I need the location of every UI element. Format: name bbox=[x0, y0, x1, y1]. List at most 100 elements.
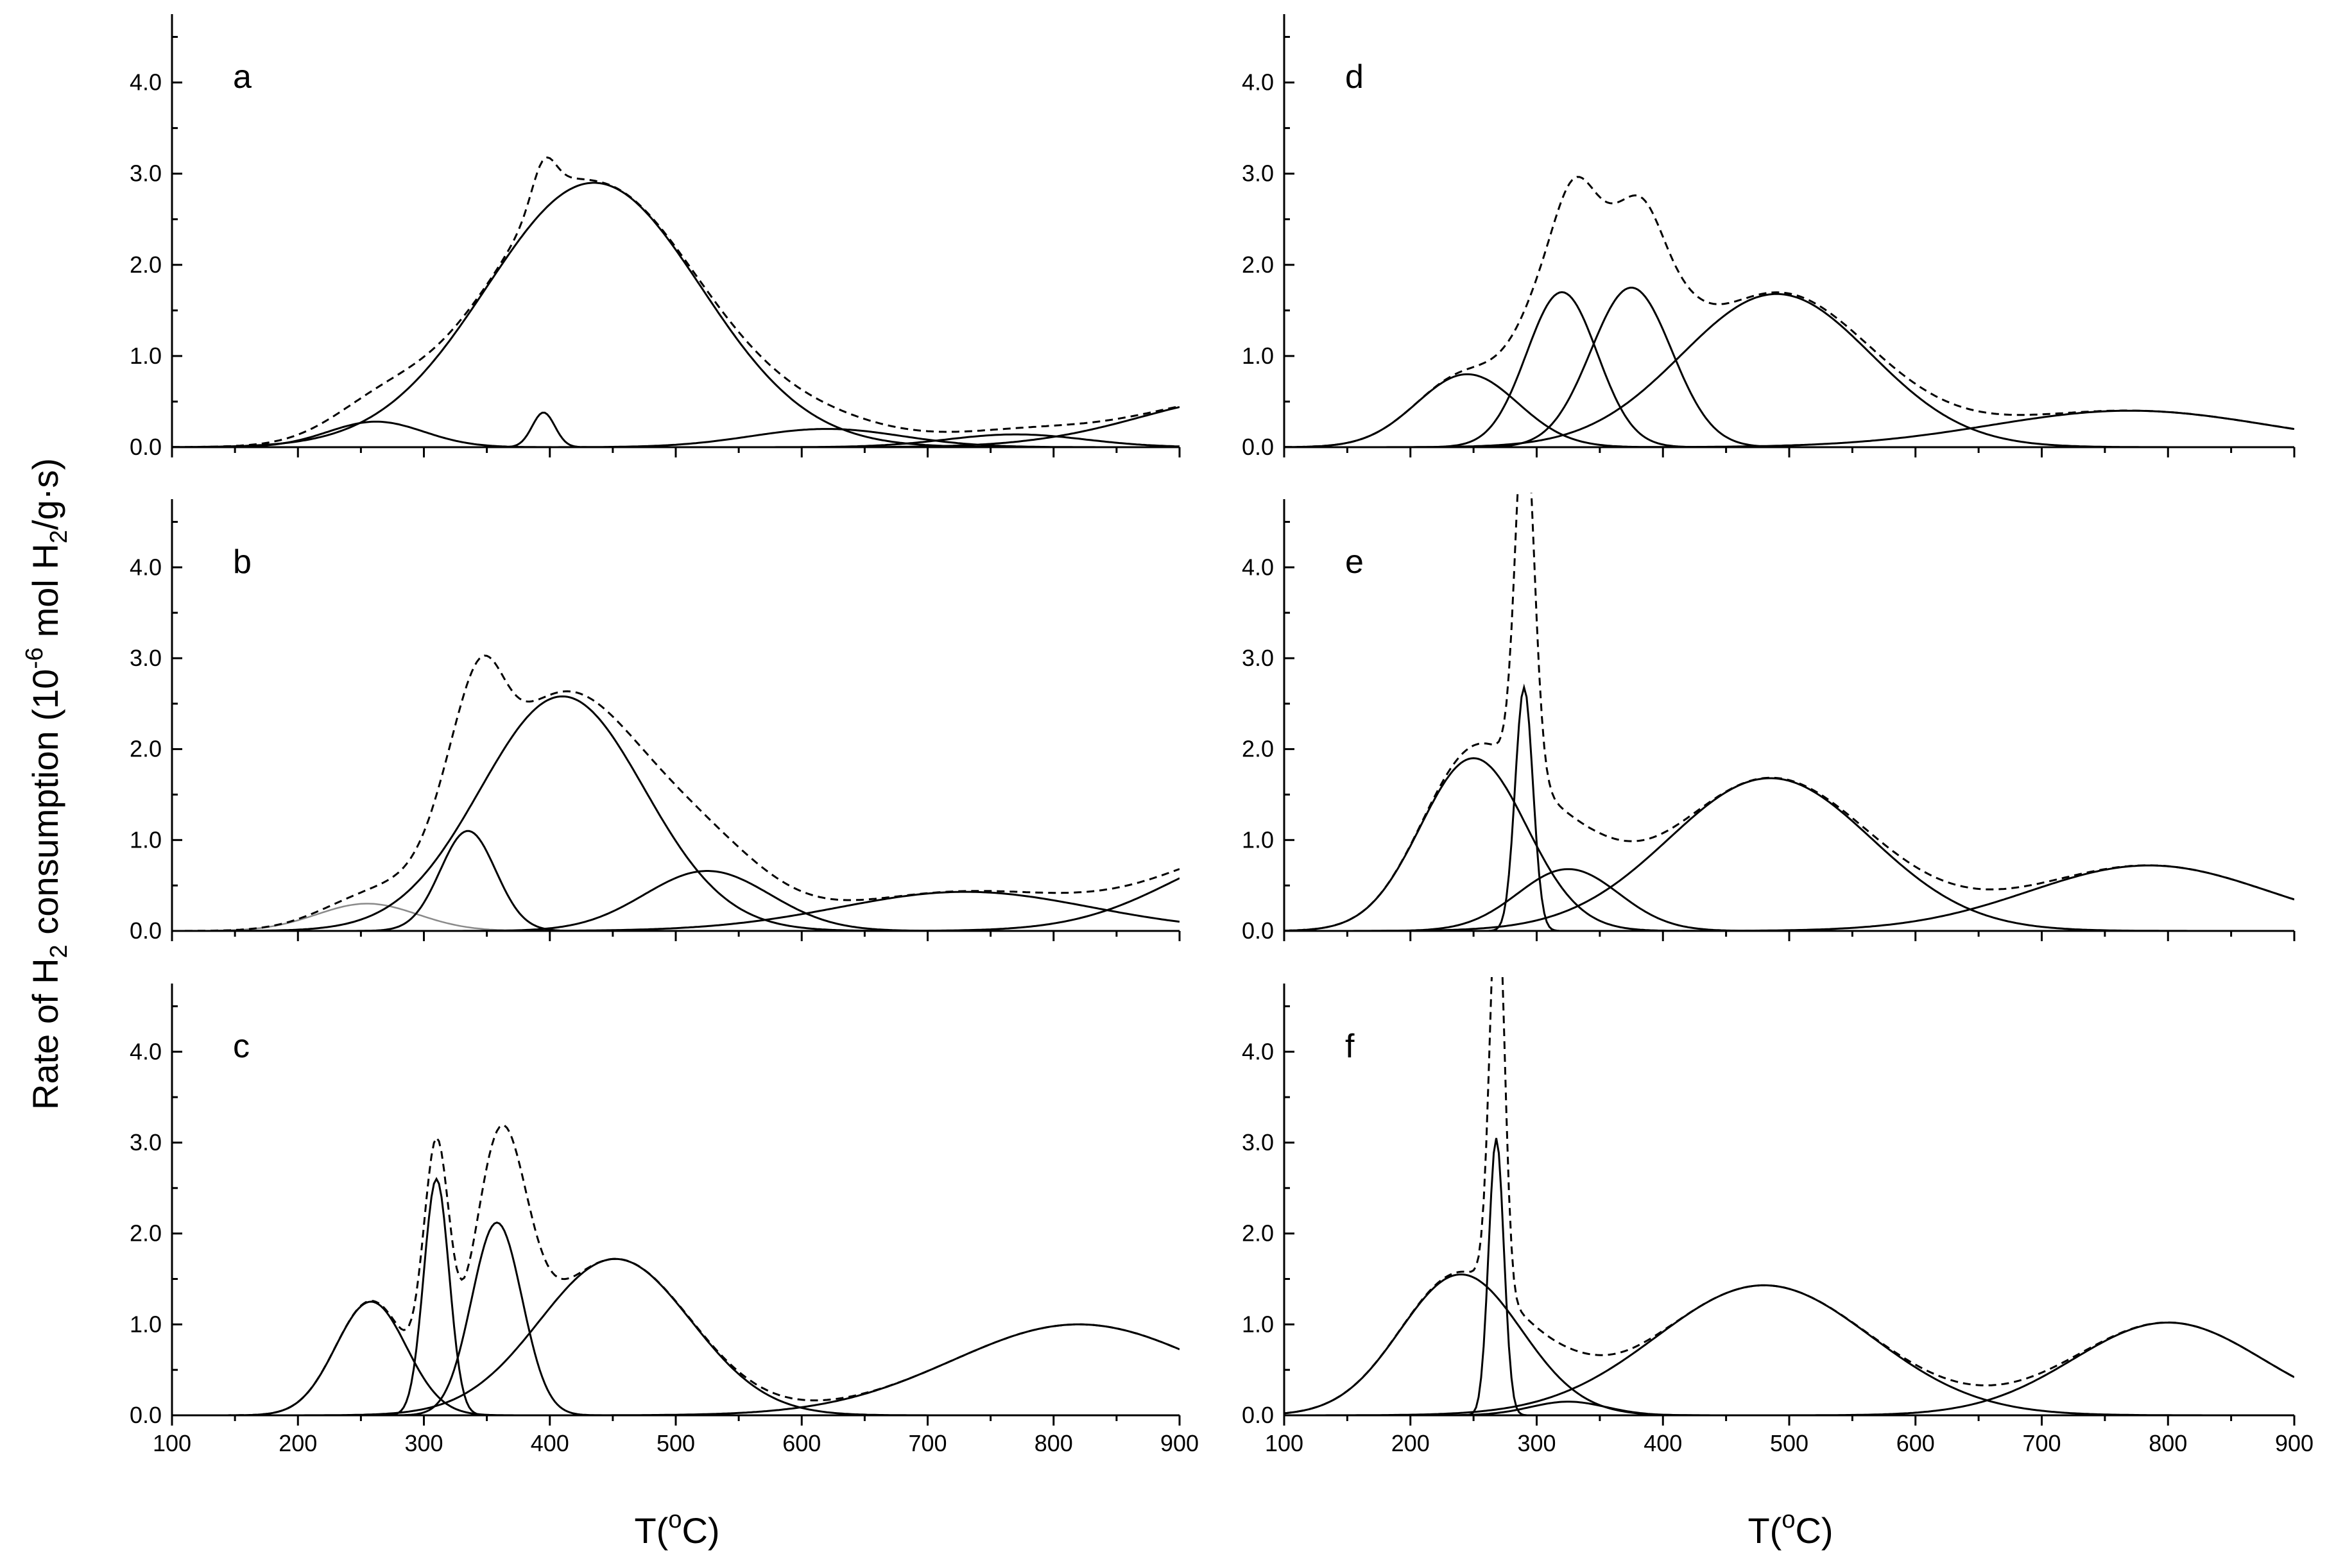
y-tick-label: 2.0 bbox=[1242, 736, 1274, 762]
y-tick-label: 4.0 bbox=[130, 554, 162, 580]
y-tick-label: 3.0 bbox=[130, 160, 162, 187]
panel-a: 0.0 1.0 2.0 3.0 4.0 a bbox=[130, 14, 1181, 460]
y-tick-label: 1.0 bbox=[130, 826, 162, 853]
component-peak-1 bbox=[1284, 373, 2294, 447]
x-tick-label: 500 bbox=[657, 1430, 695, 1456]
component-peak-1 bbox=[1284, 757, 2294, 931]
component-peak-4 bbox=[172, 870, 1180, 931]
component-peak-4 bbox=[172, 1257, 1180, 1415]
y-axis-title: Rate of H2 consumption (10-6 mol H2/g·s) bbox=[21, 458, 73, 1110]
y-tick-label: 2.0 bbox=[1242, 1220, 1274, 1247]
y-tick-label: 4.0 bbox=[1242, 554, 1274, 580]
y-tick-label: 0.0 bbox=[130, 1402, 162, 1428]
component-peak-5 bbox=[172, 433, 1180, 447]
plot-area bbox=[172, 1124, 1180, 1415]
x-tick-label: 400 bbox=[1644, 1430, 1682, 1456]
component-peak-3 bbox=[172, 182, 1180, 447]
y-tick-label: 4.0 bbox=[1242, 69, 1274, 96]
y-tick-label: 2.0 bbox=[130, 1220, 162, 1247]
component-peak-2 bbox=[1284, 683, 2294, 931]
component-peak-2 bbox=[1284, 291, 2294, 447]
panel-label: a bbox=[233, 58, 252, 96]
component-peak-3 bbox=[172, 1221, 1180, 1415]
panel-d: 0.0 1.0 2.0 3.0 4.0 d bbox=[1242, 14, 2296, 460]
panel-c: 0.0 1.0 2.0 3.0 4.0 100 200 300 400 500 600 700 800 9… bbox=[130, 984, 1199, 1456]
x-tick-label: 700 bbox=[2022, 1430, 2061, 1456]
x-tick-label: 600 bbox=[782, 1430, 821, 1456]
component-peak-5 bbox=[1284, 864, 2294, 931]
panel-e: 0.0 1.0 2.0 3.0 4.0 e bbox=[1242, 493, 2296, 944]
y-tick-label: 3.0 bbox=[1242, 1129, 1274, 1155]
x-axis-title-right: T(oC) bbox=[1747, 1506, 1833, 1551]
y-tick-label: 1.0 bbox=[130, 1311, 162, 1337]
x-axis-title-left: T(oC) bbox=[634, 1506, 719, 1551]
plot-area bbox=[172, 156, 1180, 447]
y-tick-label: 2.0 bbox=[130, 251, 162, 278]
panel-b: 0.0 1.0 2.0 3.0 4.0 b bbox=[130, 499, 1181, 944]
component-peak-1 bbox=[172, 903, 1180, 931]
y-tick-label: 0.0 bbox=[1242, 917, 1274, 944]
component-peak-4 bbox=[172, 428, 1180, 447]
component-peak-1 bbox=[172, 1300, 1180, 1415]
y-tick-label: 1.0 bbox=[130, 343, 162, 369]
x-tick-label: 900 bbox=[2275, 1430, 2314, 1456]
y-tick-label: 3.0 bbox=[130, 1129, 162, 1155]
envelope-curve bbox=[1284, 176, 2294, 447]
component-peak-4 bbox=[1284, 777, 2294, 931]
component-peak-1 bbox=[172, 420, 1180, 447]
y-tick-label: 0.0 bbox=[1242, 1402, 1274, 1428]
x-tick-label: 300 bbox=[404, 1430, 443, 1456]
component-peak-6 bbox=[172, 877, 1180, 931]
component-peak-5 bbox=[172, 891, 1180, 931]
y-tick-label: 1.0 bbox=[1242, 343, 1274, 369]
x-tick-label: 400 bbox=[531, 1430, 569, 1456]
panel-label: e bbox=[1345, 543, 1364, 581]
component-peak-4 bbox=[1284, 293, 2294, 447]
component-peak-1 bbox=[1284, 1273, 2294, 1415]
x-tick-label: 600 bbox=[1896, 1430, 1935, 1456]
plot-area bbox=[1284, 176, 2294, 447]
component-peak-2 bbox=[172, 1177, 1180, 1415]
envelope-curve bbox=[172, 1124, 1180, 1415]
envelope-curve bbox=[172, 156, 1180, 447]
component-peak-2 bbox=[1284, 1138, 2294, 1415]
panel-label: b bbox=[233, 543, 252, 581]
x-tick-label: 500 bbox=[1770, 1430, 1808, 1456]
component-peak-2 bbox=[172, 830, 1180, 931]
component-peak-6 bbox=[172, 405, 1180, 447]
y-tick-label: 4.0 bbox=[1242, 1038, 1274, 1064]
x-tick-label: 300 bbox=[1517, 1430, 1556, 1456]
envelope-curve bbox=[172, 654, 1180, 931]
envelope-curve bbox=[1284, 493, 2294, 931]
x-tick-label: 100 bbox=[153, 1430, 191, 1456]
component-peak-3 bbox=[172, 695, 1180, 931]
y-tick-label: 3.0 bbox=[1242, 160, 1274, 187]
x-tick-label: 200 bbox=[279, 1430, 317, 1456]
panel-f: 0.0 1.0 2.0 3.0 4.0 100 200 300 400 500 600 700 800 9… bbox=[1242, 977, 2314, 1456]
plot-area bbox=[1284, 977, 2294, 1415]
component-peak-3 bbox=[1284, 286, 2294, 447]
component-peak-2 bbox=[172, 411, 1180, 447]
panel-label: d bbox=[1345, 58, 1364, 96]
component-peak-4 bbox=[1284, 1284, 2294, 1415]
y-tick-label: 3.0 bbox=[130, 645, 162, 671]
panel-label: c bbox=[233, 1028, 250, 1065]
y-tick-label: 0.0 bbox=[1242, 434, 1274, 460]
y-tick-label: 3.0 bbox=[1242, 645, 1274, 671]
panels-group: 0.0 1.0 2.0 3.0 4.0 a 0.0 1.0 2.0 3.0 4.0 b 0.0 1.0 2.… bbox=[130, 14, 2314, 1456]
y-tick-label: 0.0 bbox=[130, 917, 162, 944]
y-tick-label: 1.0 bbox=[1242, 826, 1274, 853]
x-tick-label: 200 bbox=[1391, 1430, 1430, 1456]
component-peak-5 bbox=[1284, 1322, 2294, 1415]
y-tick-label: 4.0 bbox=[130, 1038, 162, 1064]
x-tick-label: 900 bbox=[1160, 1430, 1199, 1456]
y-tick-label: 2.0 bbox=[130, 736, 162, 762]
x-tick-label: 800 bbox=[2149, 1430, 2187, 1456]
x-tick-label: 100 bbox=[1265, 1430, 1303, 1456]
envelope-curve bbox=[1284, 977, 2294, 1415]
x-tick-label: 700 bbox=[908, 1430, 947, 1456]
component-peak-3 bbox=[1284, 868, 2294, 931]
plot-area bbox=[1284, 493, 2294, 931]
y-tick-label: 1.0 bbox=[1242, 1311, 1274, 1337]
